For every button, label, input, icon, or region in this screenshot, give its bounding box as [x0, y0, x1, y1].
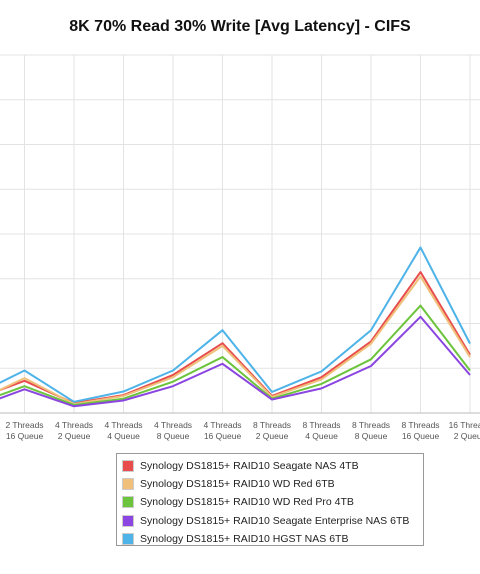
series-line — [0, 315, 471, 408]
legend-item: Synology DS1815+ RAID10 Seagate Enterpri… — [122, 512, 423, 530]
series-line — [0, 304, 471, 406]
x-tick-label: 16 Queue — [402, 431, 440, 441]
legend-swatch — [122, 478, 134, 491]
legend-label: Synology DS1815+ RAID10 Seagate NAS 4TB — [140, 460, 359, 473]
x-tick-label: 2 Queue — [58, 431, 91, 441]
legend-label: Synology DS1815+ RAID10 WD Red Pro 4TB — [140, 496, 354, 509]
x-tick-label: 2 Queue — [256, 431, 289, 441]
x-tick-label: 16 Queue — [6, 431, 44, 441]
chart-title: 8K 70% Read 30% Write [Avg Latency] - CI… — [69, 18, 411, 35]
x-tick-label: 4 Queue — [107, 431, 140, 441]
x-tick-label: 2 Threads — [5, 420, 43, 430]
x-tick-label: 16 Queue — [204, 431, 242, 441]
legend-label: Synology DS1815+ RAID10 HGST NAS 6TB — [140, 532, 349, 545]
chart-lines — [0, 246, 471, 408]
x-tick-label: 8 Queue — [355, 431, 388, 441]
x-tick-label: 4 Threads — [55, 420, 93, 430]
legend-item: Synology DS1815+ RAID10 HGST NAS 6TB — [122, 530, 423, 548]
x-tick-label: 16 Threads — [449, 420, 480, 430]
series-line — [0, 275, 471, 406]
legend-item: Synology DS1815+ RAID10 WD Red 6TB — [122, 475, 423, 493]
chart-grid — [0, 54, 480, 414]
legend-swatch — [122, 532, 134, 545]
legend-swatch — [122, 460, 134, 473]
legend-swatch — [122, 496, 134, 509]
x-tick-label: 8 Threads — [253, 420, 291, 430]
legend-label: Synology DS1815+ RAID10 Seagate Enterpri… — [140, 514, 410, 527]
x-tick-label: 2 Queue — [454, 431, 480, 441]
x-tick-label: 4 Queue — [305, 431, 338, 441]
legend-swatch — [122, 514, 134, 527]
x-tick-label: 4 Threads — [104, 420, 142, 430]
x-tick-label: 8 Queue — [157, 431, 190, 441]
x-tick-label: 8 Threads — [401, 420, 439, 430]
x-tick-label: 4 Threads — [203, 420, 241, 430]
legend-label: Synology DS1815+ RAID10 WD Red 6TB — [140, 478, 335, 491]
legend-item: Synology DS1815+ RAID10 Seagate NAS 4TB — [122, 457, 423, 475]
series-line — [0, 246, 471, 403]
x-tick-label: 4 Threads — [154, 420, 192, 430]
chart-legend: Synology DS1815+ RAID10 Seagate NAS 4TB S… — [116, 453, 424, 546]
x-tick-label: 8 Threads — [302, 420, 340, 430]
x-tick-label: 8 Threads — [352, 420, 390, 430]
legend-item: Synology DS1815+ RAID10 WD Red Pro 4TB — [122, 493, 423, 511]
